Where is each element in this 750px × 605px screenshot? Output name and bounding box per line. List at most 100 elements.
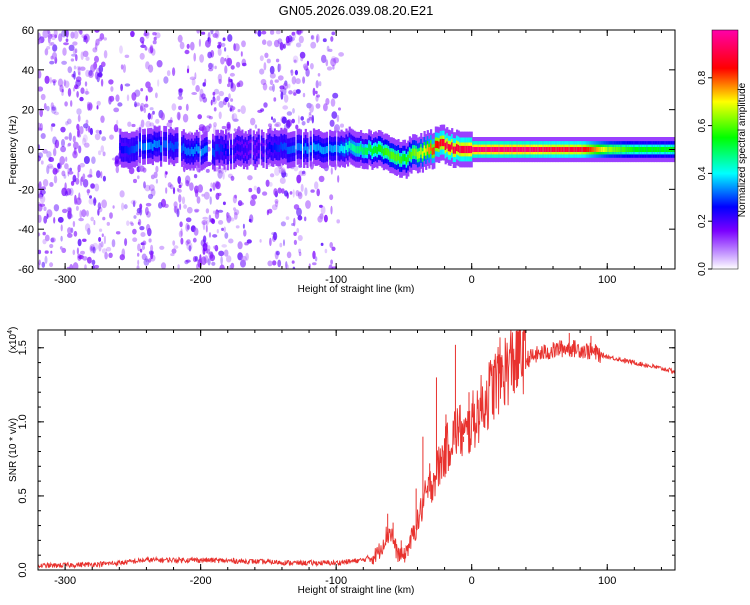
x-tick-label: 0	[469, 575, 475, 587]
noise-speck	[96, 100, 101, 106]
snr-x-label: Height of straight line (km)	[298, 585, 415, 596]
noise-speck	[273, 39, 280, 48]
ridge-segment	[560, 147, 563, 152]
noise-speck	[147, 86, 154, 93]
ridge-segment	[407, 154, 410, 163]
ridge-segment	[189, 148, 192, 157]
noise-speck	[314, 181, 319, 190]
noise-speck	[238, 202, 245, 206]
noise-speck	[280, 221, 286, 227]
ridge-segment	[413, 148, 416, 156]
ridge-segment	[612, 147, 615, 152]
noise-speck	[233, 43, 240, 52]
noise-speck	[50, 102, 54, 109]
noise-speck	[272, 118, 276, 123]
noise-speck	[53, 217, 56, 224]
noise-speck	[132, 200, 136, 208]
noise-speck	[230, 98, 234, 102]
noise-speck	[223, 226, 226, 233]
noise-speck	[152, 110, 155, 115]
noise-speck	[51, 79, 57, 84]
y-tick-label: 0.5	[17, 488, 29, 503]
noise-speck	[133, 215, 137, 219]
noise-speck	[259, 68, 265, 75]
noise-speck	[227, 83, 231, 88]
noise-speck	[62, 47, 67, 56]
noise-speck	[215, 166, 219, 172]
noise-speck	[241, 40, 246, 48]
y-tick-label: 60	[22, 25, 34, 37]
noise-speck	[321, 54, 327, 64]
noise-speck	[292, 189, 295, 198]
noise-speck	[49, 243, 54, 249]
noise-speck	[171, 103, 177, 111]
noise-speck	[38, 259, 41, 266]
ridge-segment	[615, 147, 618, 152]
noise-speck	[220, 256, 223, 265]
ridge-segment	[478, 147, 481, 152]
noise-speck	[280, 168, 286, 173]
spectrogram-y-ticks: -60 -40 -20 0 20 40 60	[18, 25, 675, 276]
ridge-segment	[634, 147, 638, 152]
noise-speck	[178, 194, 182, 203]
ridge-segment	[171, 143, 174, 151]
noise-speck	[227, 34, 233, 42]
noise-speck	[43, 215, 48, 224]
noise-speck	[60, 126, 66, 133]
ridge-segment	[433, 147, 436, 155]
ridge-segment	[293, 145, 296, 153]
ridge-segment	[482, 147, 485, 152]
noise-speck	[269, 173, 275, 178]
noise-speck	[40, 189, 46, 195]
noise-speck	[269, 65, 275, 75]
ridge-segment	[268, 142, 272, 150]
ridge-segment	[387, 149, 390, 157]
noise-speck	[317, 73, 321, 77]
y-tick-label: 1.5	[17, 340, 29, 355]
noise-speck	[263, 62, 267, 71]
noise-speck	[228, 93, 231, 100]
ridge-segment	[299, 143, 302, 151]
noise-speck	[38, 39, 42, 44]
noise-speck	[51, 35, 56, 41]
noise-speck	[53, 30, 58, 38]
noise-speck	[271, 116, 273, 120]
ridge-segment	[181, 145, 184, 153]
noise-speck	[59, 84, 64, 93]
ridge-segment	[402, 154, 405, 162]
noise-speck	[61, 60, 67, 65]
ridge-segment	[631, 147, 634, 152]
noise-speck	[289, 191, 293, 195]
noise-speck	[73, 65, 77, 70]
noise-speck	[229, 72, 235, 77]
ridge-segment	[649, 147, 652, 152]
ridge-segment	[431, 147, 434, 155]
noise-speck	[167, 182, 172, 188]
ridge-segment	[306, 146, 309, 154]
noise-speck	[250, 117, 256, 126]
noise-speck	[293, 59, 297, 63]
noise-speck	[203, 255, 209, 264]
noise-speck	[262, 191, 268, 196]
noise-speck	[208, 123, 212, 129]
ridge-segment	[156, 140, 159, 149]
noise-speck	[61, 91, 64, 96]
noise-speck	[196, 30, 200, 34]
ridge-segment	[124, 146, 127, 154]
ridge-segment	[366, 147, 369, 155]
noise-speck	[253, 185, 257, 191]
noise-speck	[144, 46, 148, 51]
noise-speck	[302, 76, 306, 84]
noise-speck	[316, 94, 320, 98]
noise-speck	[186, 224, 190, 230]
noise-speck	[171, 248, 177, 254]
noise-speck	[194, 210, 199, 213]
noise-speck	[262, 82, 268, 91]
noise-speck	[191, 92, 198, 95]
noise-speck	[184, 49, 190, 55]
noise-speck	[47, 163, 54, 168]
ridge-segment	[657, 147, 660, 152]
noise-speck	[90, 183, 95, 189]
noise-speck	[224, 96, 229, 103]
ridge-segment	[399, 156, 402, 164]
